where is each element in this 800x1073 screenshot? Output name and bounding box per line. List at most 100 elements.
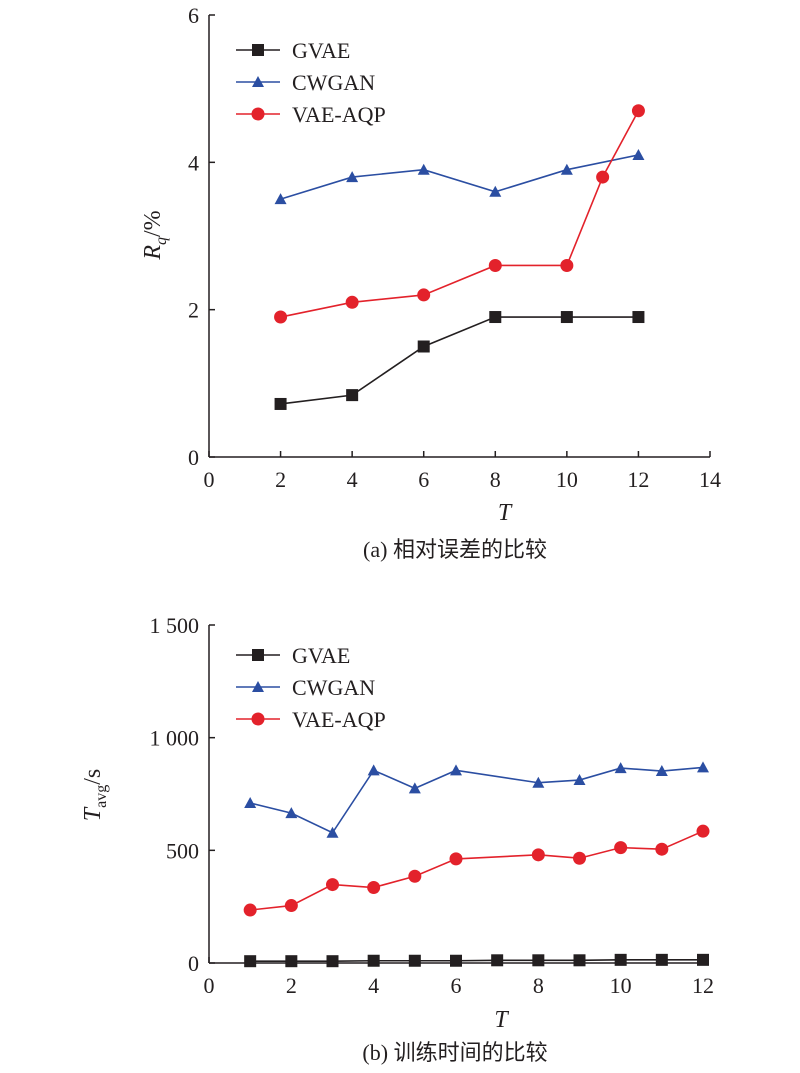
data-point-gvae (450, 954, 462, 967)
data-point-cwgan (367, 764, 380, 776)
x-tick-label: 10 (610, 973, 632, 998)
series-line-vae-aqp (280, 110, 640, 318)
legend-marker (252, 681, 264, 692)
x-tick-label: 12 (627, 467, 649, 492)
x-tick-label: 12 (692, 973, 714, 998)
data-point-vae-aqp (573, 851, 586, 865)
data-point-vae-aqp (408, 869, 422, 883)
legend-label: GVAE (292, 643, 350, 668)
data-point-cwgan (346, 171, 359, 183)
data-point-gvae (346, 389, 359, 402)
data-point-cwgan (560, 163, 573, 175)
x-axis-label: T (494, 1007, 509, 1033)
data-point-gvae (244, 955, 257, 968)
data-point-gvae (274, 397, 287, 410)
data-point-gvae (632, 311, 645, 324)
data-point-gvae (367, 954, 380, 967)
y-tick-label: 2 (188, 298, 199, 323)
legend-label: CWGAN (292, 675, 375, 700)
data-point-cwgan (450, 764, 462, 776)
data-point-gvae (489, 311, 502, 324)
data-point-cwgan (532, 776, 545, 788)
data-point-cwgan (326, 826, 339, 838)
legend-label: CWGAN (292, 70, 375, 95)
chart-caption: (b) 训练时间的比较 (362, 1040, 547, 1065)
data-point-cwgan (632, 148, 645, 160)
data-point-gvae (491, 954, 504, 967)
x-tick-label: 0 (204, 973, 215, 998)
data-point-gvae (326, 955, 339, 968)
data-point-vae-aqp (655, 842, 669, 856)
series-line-cwgan (280, 154, 639, 200)
chart-relative-error: 0 2 4 6 8 10 12 14 0 2 4 6 T Rq/% (a) 相对误差的比较 GVAE CWGAN… (140, 3, 721, 562)
legend-marker (251, 107, 265, 121)
x-tick-label: 4 (368, 973, 379, 998)
data-point-cwgan (614, 762, 627, 774)
data-point-vae-aqp (560, 258, 574, 272)
data-point-gvae (697, 953, 709, 966)
x-tick-label: 14 (699, 467, 721, 492)
legend-marker (252, 649, 264, 661)
x-tick-label: 2 (286, 973, 297, 998)
data-point-gvae (573, 954, 586, 967)
data-point-gvae (417, 340, 430, 353)
x-tick-label: 8 (533, 973, 544, 998)
data-point-gvae (532, 954, 545, 967)
legend-marker (252, 76, 264, 87)
y-tick-label: 1 000 (150, 726, 200, 751)
data-point-gvae (408, 954, 421, 967)
data-point-vae-aqp (326, 878, 339, 892)
y-tick-label: 6 (188, 3, 199, 28)
legend-label: VAE-AQP (292, 102, 386, 127)
x-tick-label: 6 (451, 973, 462, 998)
data-point-cwgan (655, 765, 668, 777)
data-point-vae-aqp (696, 824, 710, 838)
data-point-vae-aqp (631, 104, 645, 118)
data-point-vae-aqp (596, 170, 610, 184)
data-point-cwgan (244, 797, 257, 809)
x-tick-label: 8 (490, 467, 501, 492)
data-point-vae-aqp (367, 881, 381, 895)
legend-marker (251, 712, 265, 726)
legend-marker (252, 44, 264, 56)
data-point-vae-aqp (417, 288, 431, 302)
x-tick-label: 10 (556, 467, 578, 492)
data-point-vae-aqp (284, 899, 298, 913)
data-point-cwgan (573, 774, 586, 786)
series-line-cwgan (249, 766, 704, 834)
data-point-cwgan (408, 782, 421, 794)
chart-caption: (a) 相对误差的比较 (363, 537, 547, 562)
x-tick-label: 2 (275, 467, 286, 492)
data-point-vae-aqp (345, 295, 359, 309)
data-point-cwgan (274, 193, 287, 205)
x-tick-label: 4 (347, 467, 358, 492)
data-point-gvae (285, 955, 298, 968)
x-tick-label: 6 (418, 467, 429, 492)
y-tick-label: 0 (188, 445, 199, 470)
legend-label: VAE-AQP (292, 707, 386, 732)
data-point-gvae (655, 953, 668, 966)
data-point-vae-aqp (449, 852, 463, 866)
y-tick-label: 1 500 (150, 613, 200, 638)
data-point-vae-aqp (243, 903, 257, 917)
data-point-cwgan (489, 185, 502, 197)
x-axis-label: T (498, 500, 513, 526)
series-line-gvae (250, 959, 703, 962)
y-tick-label: 4 (188, 150, 199, 175)
series-line-vae-aqp (250, 830, 704, 911)
y-tick-label: 500 (166, 838, 199, 863)
data-point-vae-aqp (274, 310, 288, 324)
legend-label: GVAE (292, 38, 350, 63)
y-axis-label: Rq/% (140, 210, 170, 260)
data-point-cwgan (417, 163, 430, 175)
y-tick-label: 0 (188, 951, 199, 976)
series-line-gvae (280, 316, 639, 405)
data-point-vae-aqp (614, 841, 628, 855)
data-point-cwgan (697, 761, 709, 773)
y-axis-label: Tavg/s (80, 769, 110, 821)
data-point-vae-aqp (531, 848, 545, 862)
chart-training-time: 0 2 4 6 8 10 12 0 500 1 000 1 500 T Tavg/s (b) 训练时间的比… (80, 613, 714, 1065)
data-point-cwgan (285, 807, 298, 819)
data-point-vae-aqp (488, 258, 502, 272)
x-tick-label: 0 (204, 467, 215, 492)
